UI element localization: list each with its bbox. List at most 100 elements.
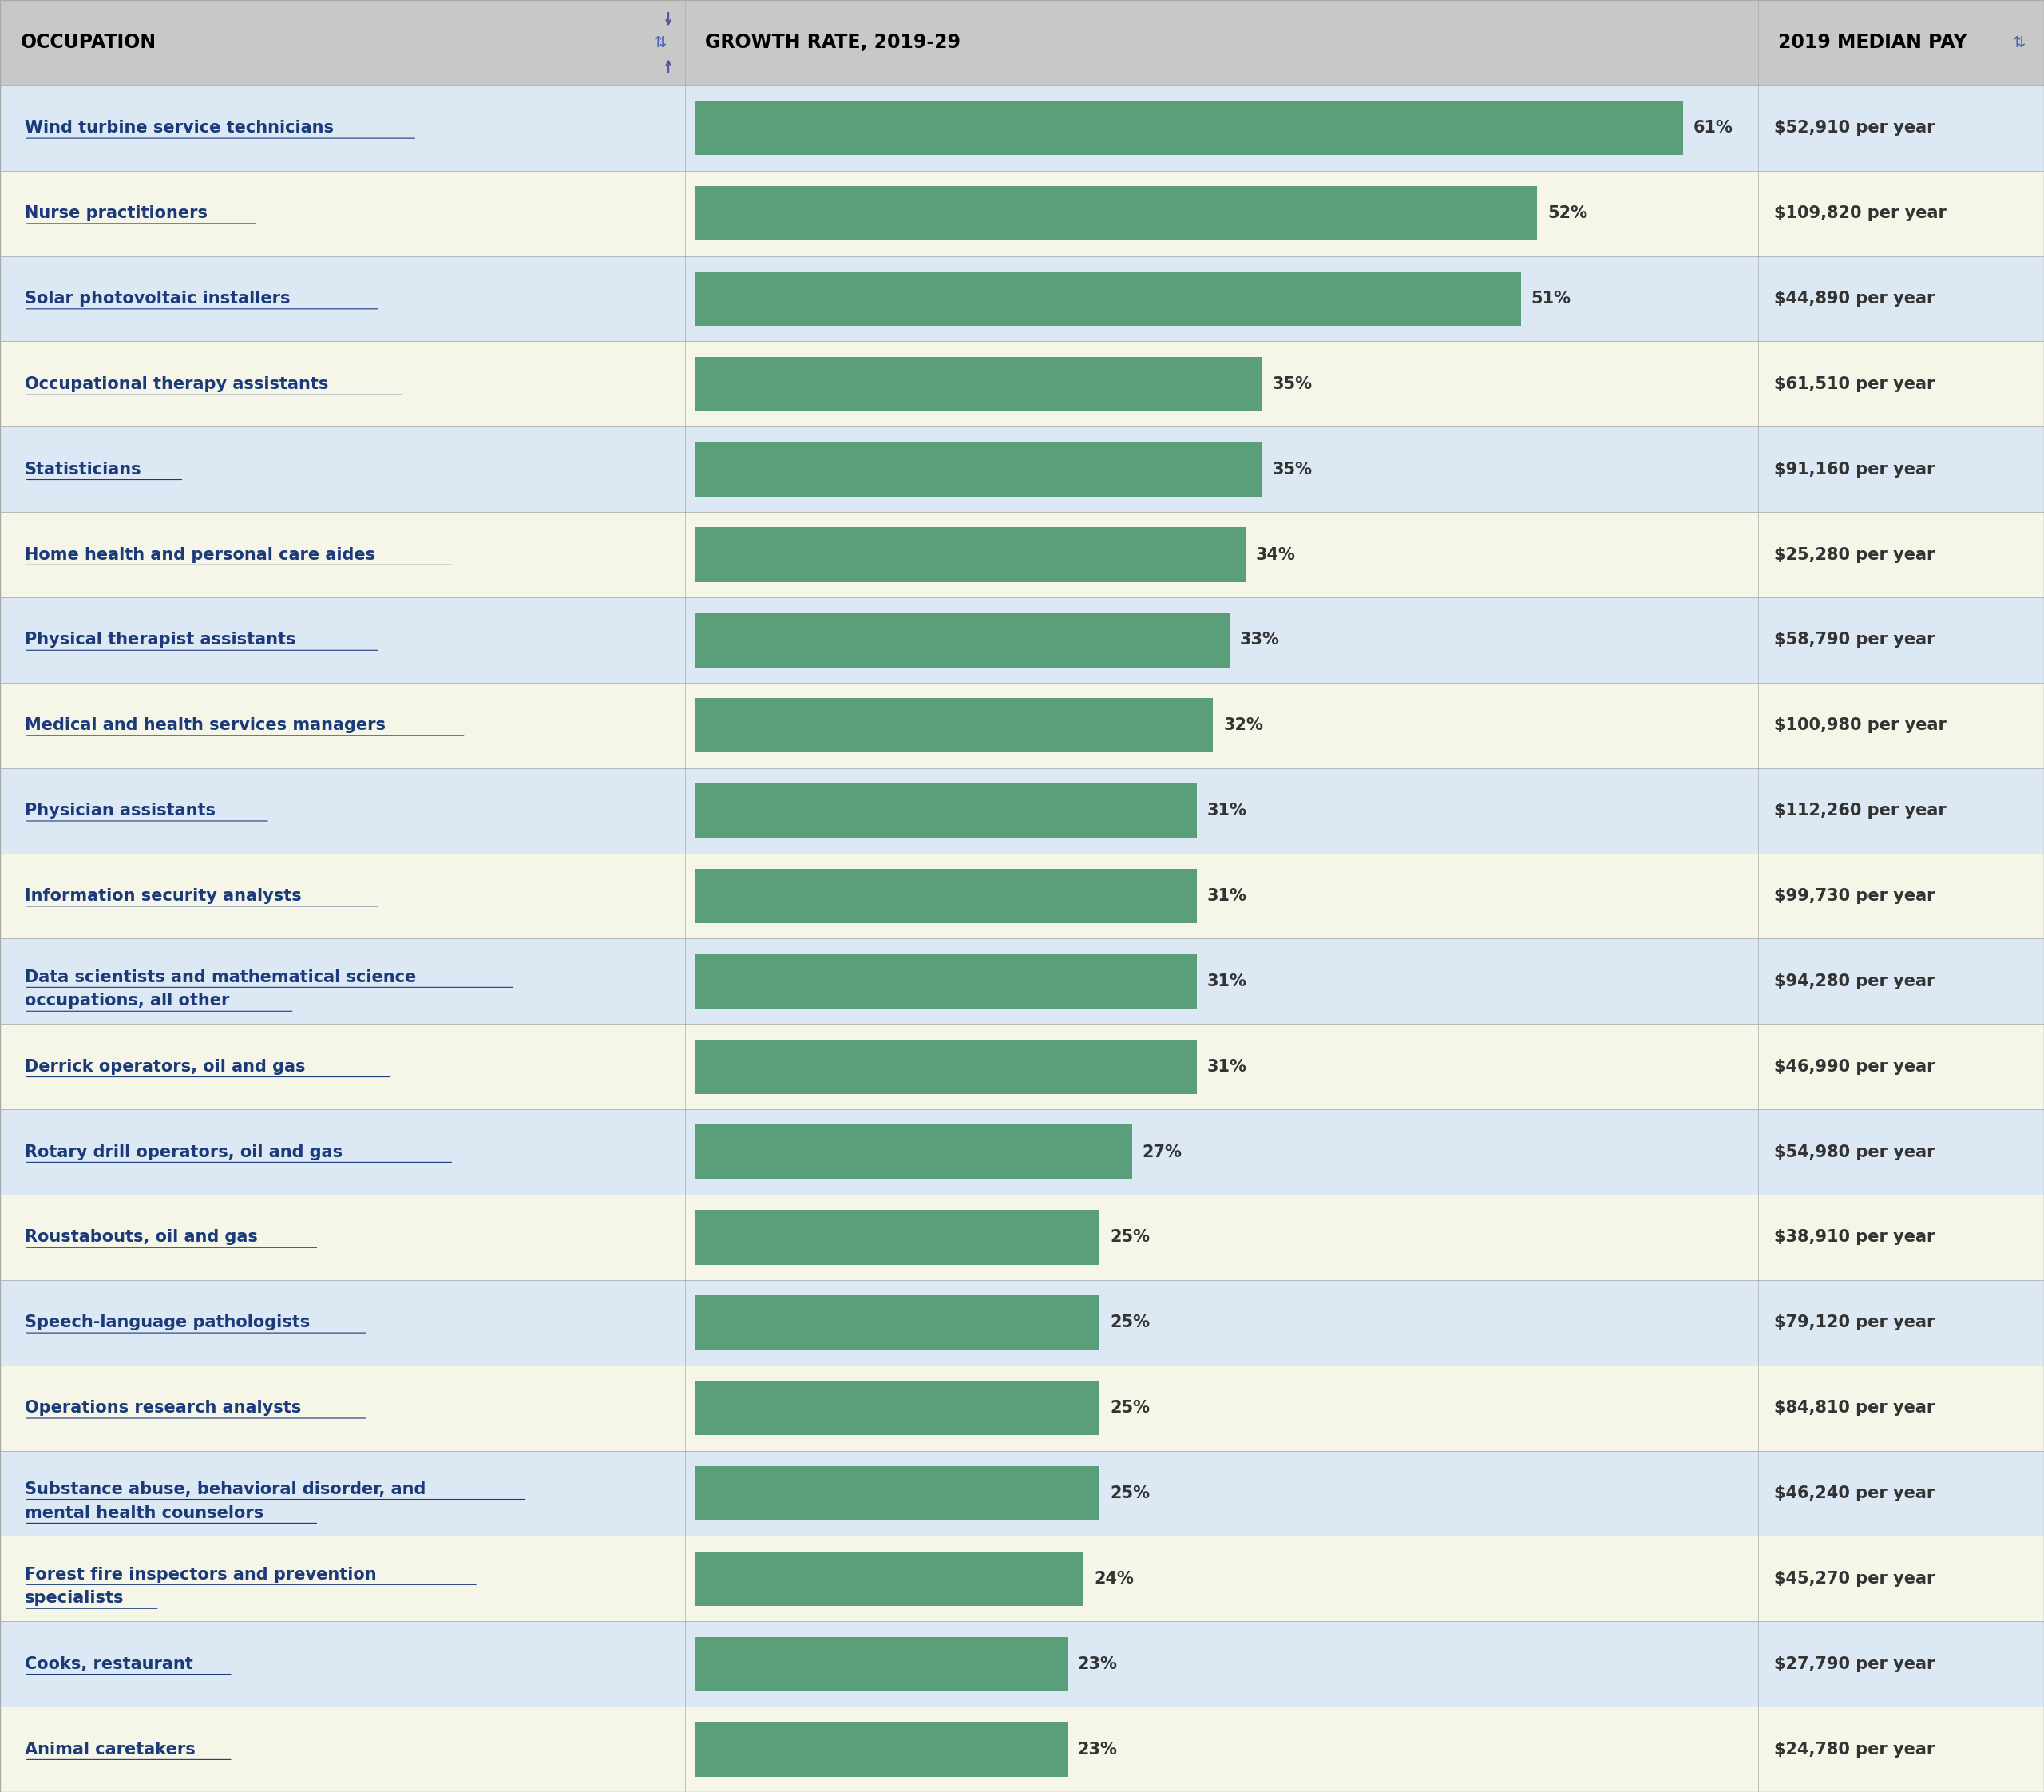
FancyBboxPatch shape bbox=[695, 1380, 1100, 1435]
Text: $61,510 per year: $61,510 per year bbox=[1774, 376, 1936, 392]
FancyBboxPatch shape bbox=[695, 1552, 1083, 1606]
Text: Roustabouts, oil and gas: Roustabouts, oil and gas bbox=[25, 1229, 258, 1245]
FancyBboxPatch shape bbox=[0, 1023, 2044, 1109]
FancyBboxPatch shape bbox=[0, 769, 2044, 853]
Text: 51%: 51% bbox=[1531, 290, 1572, 306]
Text: Physical therapist assistants: Physical therapist assistants bbox=[25, 633, 296, 649]
FancyBboxPatch shape bbox=[695, 783, 1198, 839]
FancyBboxPatch shape bbox=[695, 186, 1537, 240]
Text: $44,890 per year: $44,890 per year bbox=[1774, 290, 1936, 306]
Text: $79,120 per year: $79,120 per year bbox=[1774, 1315, 1936, 1331]
Text: Occupational therapy assistants: Occupational therapy assistants bbox=[25, 376, 329, 392]
Text: 35%: 35% bbox=[1271, 376, 1312, 392]
FancyBboxPatch shape bbox=[0, 170, 2044, 256]
FancyBboxPatch shape bbox=[0, 1706, 2044, 1792]
Text: Medical and health services managers: Medical and health services managers bbox=[25, 717, 386, 733]
Text: $84,810 per year: $84,810 per year bbox=[1774, 1400, 1936, 1416]
FancyBboxPatch shape bbox=[0, 1109, 2044, 1195]
Text: 31%: 31% bbox=[1208, 803, 1247, 819]
Text: $45,270 per year: $45,270 per year bbox=[1774, 1570, 1936, 1586]
FancyBboxPatch shape bbox=[0, 1195, 2044, 1279]
FancyBboxPatch shape bbox=[0, 683, 2044, 769]
Text: Data scientists and mathematical science: Data scientists and mathematical science bbox=[25, 969, 417, 986]
Text: 52%: 52% bbox=[1547, 206, 1588, 222]
FancyBboxPatch shape bbox=[695, 443, 1261, 496]
FancyBboxPatch shape bbox=[695, 357, 1261, 412]
FancyBboxPatch shape bbox=[695, 1039, 1198, 1093]
Text: $25,280 per year: $25,280 per year bbox=[1774, 547, 1936, 563]
Text: $58,790 per year: $58,790 per year bbox=[1774, 633, 1936, 649]
Text: 24%: 24% bbox=[1094, 1570, 1134, 1586]
FancyBboxPatch shape bbox=[0, 1366, 2044, 1452]
Text: Substance abuse, behavioral disorder, and: Substance abuse, behavioral disorder, an… bbox=[25, 1480, 425, 1496]
FancyBboxPatch shape bbox=[695, 699, 1214, 753]
Text: 2019 MEDIAN PAY: 2019 MEDIAN PAY bbox=[1778, 32, 1966, 52]
FancyBboxPatch shape bbox=[0, 939, 2044, 1023]
Text: 31%: 31% bbox=[1208, 973, 1247, 989]
Text: Operations research analysts: Operations research analysts bbox=[25, 1400, 300, 1416]
Text: 25%: 25% bbox=[1110, 1229, 1151, 1245]
FancyBboxPatch shape bbox=[695, 953, 1198, 1009]
Text: Physician assistants: Physician assistants bbox=[25, 803, 215, 819]
Text: Animal caretakers: Animal caretakers bbox=[25, 1742, 194, 1758]
Text: 23%: 23% bbox=[1077, 1742, 1118, 1758]
Text: Solar photovoltaic installers: Solar photovoltaic installers bbox=[25, 290, 290, 306]
Text: 61%: 61% bbox=[1692, 120, 1733, 136]
Text: $46,990 per year: $46,990 per year bbox=[1774, 1059, 1936, 1075]
FancyBboxPatch shape bbox=[695, 1722, 1067, 1776]
Text: Speech-language pathologists: Speech-language pathologists bbox=[25, 1315, 311, 1331]
Text: $54,980 per year: $54,980 per year bbox=[1774, 1143, 1936, 1159]
FancyBboxPatch shape bbox=[695, 1296, 1100, 1349]
FancyBboxPatch shape bbox=[695, 1466, 1100, 1521]
Text: $109,820 per year: $109,820 per year bbox=[1774, 206, 1946, 222]
Text: Information security analysts: Information security analysts bbox=[25, 889, 300, 903]
Text: 34%: 34% bbox=[1255, 547, 1296, 563]
FancyBboxPatch shape bbox=[0, 340, 2044, 426]
FancyBboxPatch shape bbox=[695, 271, 1521, 326]
Text: mental health counselors: mental health counselors bbox=[25, 1505, 264, 1521]
Text: Forest fire inspectors and prevention: Forest fire inspectors and prevention bbox=[25, 1566, 376, 1582]
Text: 32%: 32% bbox=[1224, 717, 1263, 733]
FancyBboxPatch shape bbox=[695, 1210, 1100, 1265]
FancyBboxPatch shape bbox=[695, 1636, 1067, 1692]
FancyBboxPatch shape bbox=[0, 1279, 2044, 1366]
Text: $112,260 per year: $112,260 per year bbox=[1774, 803, 1946, 819]
Text: Wind turbine service technicians: Wind turbine service technicians bbox=[25, 120, 333, 136]
Text: $46,240 per year: $46,240 per year bbox=[1774, 1486, 1936, 1502]
FancyBboxPatch shape bbox=[0, 426, 2044, 513]
Text: OCCUPATION: OCCUPATION bbox=[20, 32, 155, 52]
FancyBboxPatch shape bbox=[0, 597, 2044, 683]
Text: Cooks, restaurant: Cooks, restaurant bbox=[25, 1656, 192, 1672]
Text: $27,790 per year: $27,790 per year bbox=[1774, 1656, 1936, 1672]
FancyBboxPatch shape bbox=[0, 86, 2044, 170]
Text: occupations, all other: occupations, all other bbox=[25, 993, 229, 1009]
Text: 23%: 23% bbox=[1077, 1656, 1118, 1672]
Text: Statisticians: Statisticians bbox=[25, 461, 141, 477]
FancyBboxPatch shape bbox=[0, 513, 2044, 597]
FancyBboxPatch shape bbox=[695, 1125, 1132, 1179]
Text: 25%: 25% bbox=[1110, 1315, 1151, 1331]
FancyBboxPatch shape bbox=[0, 0, 2044, 86]
Text: ⇅: ⇅ bbox=[2013, 36, 2026, 50]
Text: Rotary drill operators, oil and gas: Rotary drill operators, oil and gas bbox=[25, 1143, 343, 1159]
Text: $100,980 per year: $100,980 per year bbox=[1774, 717, 1946, 733]
Text: 31%: 31% bbox=[1208, 1059, 1247, 1075]
Text: $24,780 per year: $24,780 per year bbox=[1774, 1742, 1936, 1758]
Text: GROWTH RATE, 2019-29: GROWTH RATE, 2019-29 bbox=[705, 32, 961, 52]
Text: 31%: 31% bbox=[1208, 889, 1247, 903]
Text: 27%: 27% bbox=[1143, 1143, 1181, 1159]
Text: $99,730 per year: $99,730 per year bbox=[1774, 889, 1936, 903]
Text: $91,160 per year: $91,160 per year bbox=[1774, 461, 1936, 477]
Text: 25%: 25% bbox=[1110, 1400, 1151, 1416]
Text: 35%: 35% bbox=[1271, 461, 1312, 477]
Text: $52,910 per year: $52,910 per year bbox=[1774, 120, 1936, 136]
FancyBboxPatch shape bbox=[0, 1452, 2044, 1536]
Text: 33%: 33% bbox=[1239, 633, 1280, 649]
Text: 25%: 25% bbox=[1110, 1486, 1151, 1502]
Text: Nurse practitioners: Nurse practitioners bbox=[25, 206, 206, 222]
Text: ⇅: ⇅ bbox=[654, 36, 666, 50]
Text: $94,280 per year: $94,280 per year bbox=[1774, 973, 1936, 989]
FancyBboxPatch shape bbox=[0, 1536, 2044, 1622]
FancyBboxPatch shape bbox=[695, 613, 1228, 667]
FancyBboxPatch shape bbox=[0, 1622, 2044, 1706]
